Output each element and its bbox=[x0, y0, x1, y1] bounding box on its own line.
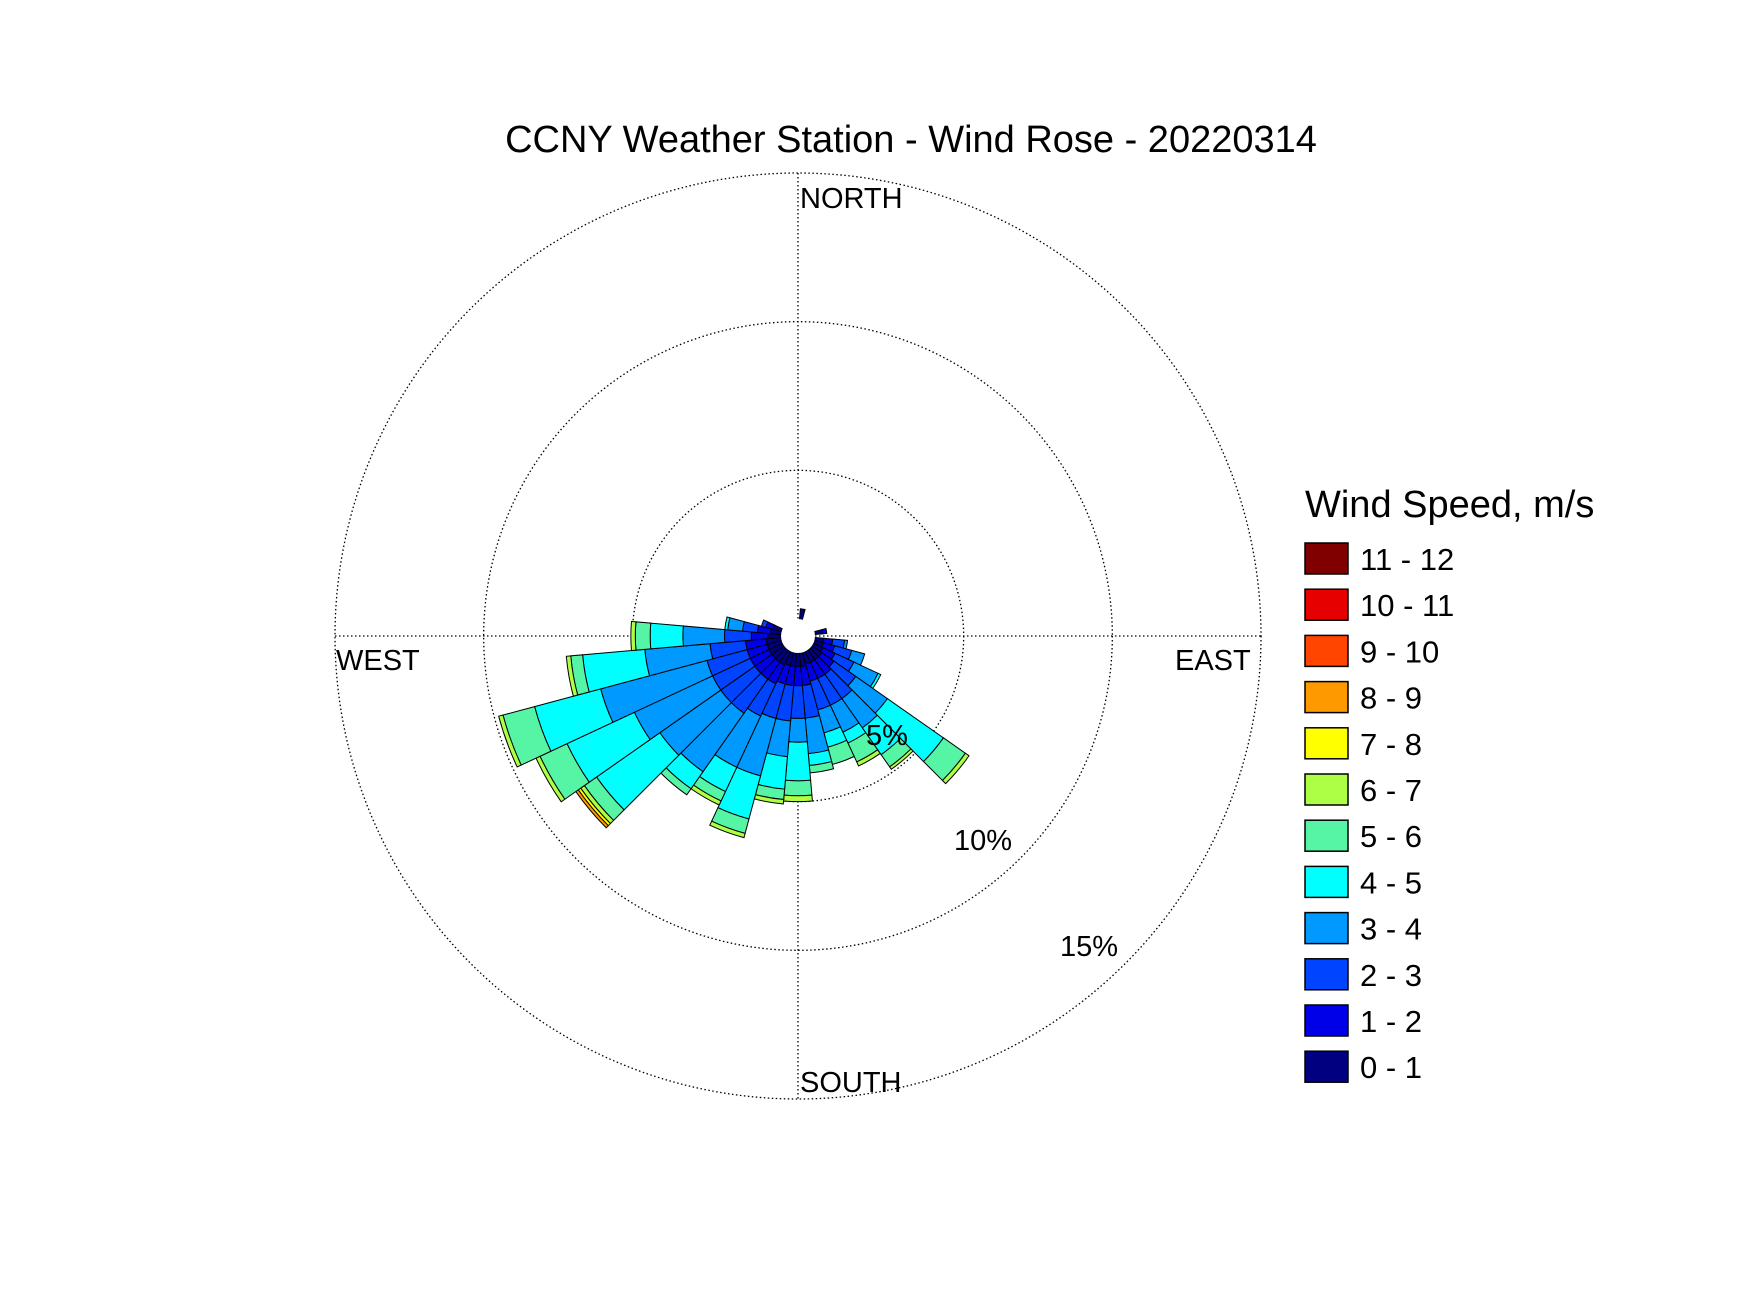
chart-title: CCNY Weather Station - Wind Rose - 20220… bbox=[505, 119, 1317, 161]
legend-swatch-0 bbox=[1304, 542, 1349, 575]
legend-label-6: 5 - 6 bbox=[1360, 819, 1422, 854]
sector-280-bin-3 bbox=[727, 617, 745, 632]
sector-180-bin-5 bbox=[783, 779, 813, 797]
sector-80-bin-0 bbox=[813, 629, 823, 636]
sector-260-bin-6 bbox=[565, 655, 579, 697]
sector-130-bin-6 bbox=[941, 752, 970, 785]
sector-80 bbox=[813, 627, 828, 636]
legend-swatch-1 bbox=[1304, 588, 1349, 621]
sector-150-bin-6 bbox=[856, 749, 881, 767]
sector-210 bbox=[690, 649, 792, 806]
sector-10 bbox=[798, 608, 806, 621]
sector-270-bin-4 bbox=[649, 622, 684, 650]
sector-260 bbox=[565, 636, 783, 697]
sector-10-bin-0 bbox=[798, 608, 806, 621]
ring-label-10: 10% bbox=[954, 825, 1012, 857]
legend-swatch-6 bbox=[1304, 819, 1349, 852]
legend-label-10: 1 - 2 bbox=[1360, 1004, 1422, 1039]
legend-label-5: 6 - 7 bbox=[1360, 773, 1422, 808]
sector-220 bbox=[660, 647, 789, 796]
sector-180-bin-3 bbox=[788, 717, 808, 743]
legend-label-3: 8 - 9 bbox=[1360, 681, 1422, 716]
center-hole bbox=[781, 619, 815, 653]
ring-label-5: 5% bbox=[866, 720, 908, 752]
legend: Wind Speed, m/s 11 - 12 10 - 11 9 - 10 8 - … bbox=[1304, 484, 1594, 1085]
legend-items: 11 - 12 10 - 11 9 - 10 8 - 9 7 - 8 6 - 7 5 - 6… bbox=[1304, 542, 1454, 1085]
legend-swatch-4 bbox=[1304, 727, 1349, 760]
sector-170 bbox=[798, 651, 835, 774]
wind-sectors bbox=[498, 608, 970, 839]
legend-swatch-8 bbox=[1304, 911, 1349, 945]
sector-270-bin-3 bbox=[682, 625, 726, 647]
sector-80-bin-1 bbox=[820, 627, 828, 635]
direction-label-north: NORTH bbox=[800, 183, 903, 215]
legend-swatch-10 bbox=[1304, 1004, 1349, 1037]
legend-swatch-7 bbox=[1304, 865, 1349, 899]
ring-label-15: 15% bbox=[1060, 931, 1118, 963]
sector-180-bin-4 bbox=[784, 741, 812, 782]
sector-270-bin-5 bbox=[634, 621, 652, 651]
sector-180-bin-6 bbox=[783, 794, 813, 803]
direction-label-east: EAST bbox=[1175, 645, 1251, 677]
sector-280-bin-4 bbox=[724, 616, 731, 631]
sector-270-bin-6 bbox=[630, 620, 637, 652]
sector-230 bbox=[575, 645, 787, 829]
legend-label-11: 0 - 1 bbox=[1360, 1050, 1422, 1085]
sector-140-bin-6 bbox=[888, 748, 914, 770]
legend-label-8: 3 - 4 bbox=[1360, 912, 1422, 947]
sector-280 bbox=[724, 616, 783, 636]
sector-130 bbox=[809, 645, 970, 785]
sector-250 bbox=[498, 639, 784, 768]
sector-290-bin-2 bbox=[760, 619, 769, 628]
sector-200 bbox=[709, 650, 795, 839]
sector-280-bin-2 bbox=[742, 620, 760, 633]
legend-swatch-9 bbox=[1304, 958, 1349, 991]
direction-label-west: WEST bbox=[336, 645, 420, 677]
legend-swatch-2 bbox=[1304, 634, 1349, 668]
legend-label-7: 4 - 5 bbox=[1360, 865, 1422, 900]
sector-140 bbox=[807, 647, 914, 770]
legend-swatch-5 bbox=[1304, 773, 1349, 806]
sector-200-bin-6 bbox=[709, 820, 746, 839]
sector-180 bbox=[783, 652, 813, 803]
legend-label-0: 11 - 12 bbox=[1360, 542, 1454, 577]
legend-label-2: 9 - 10 bbox=[1360, 634, 1439, 669]
direction-label-south: SOUTH bbox=[800, 1067, 902, 1099]
legend-label-9: 2 - 3 bbox=[1360, 958, 1422, 993]
legend-swatch-11 bbox=[1304, 1050, 1349, 1083]
legend-title: Wind Speed, m/s bbox=[1305, 484, 1594, 526]
legend-swatch-3 bbox=[1304, 680, 1349, 714]
sector-250-bin-6 bbox=[498, 714, 522, 768]
legend-label-4: 7 - 8 bbox=[1360, 727, 1422, 762]
legend-label-1: 10 - 11 bbox=[1360, 588, 1454, 623]
